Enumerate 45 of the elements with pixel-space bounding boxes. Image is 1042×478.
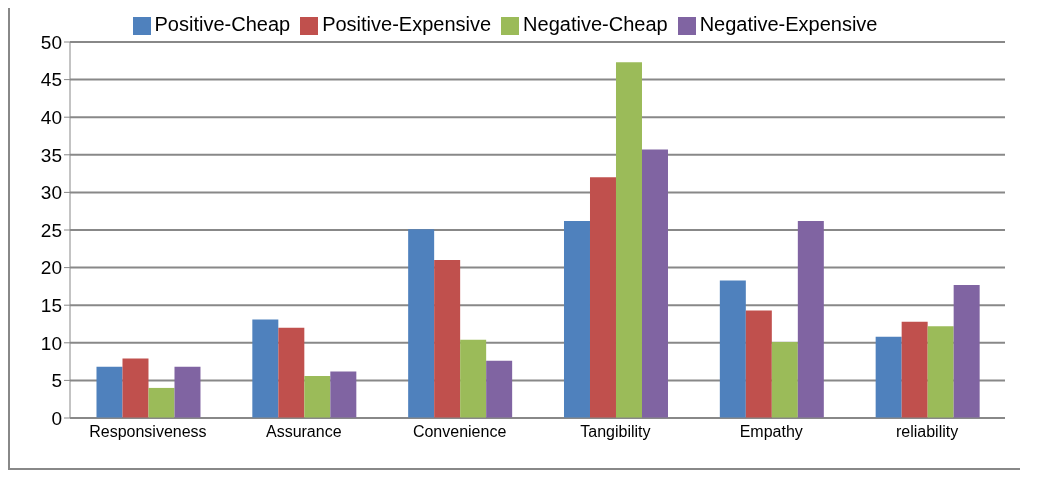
- bar: [460, 339, 487, 418]
- y-tick-label: 40: [40, 106, 62, 128]
- y-tick-label: 25: [40, 219, 62, 241]
- bar: [901, 321, 928, 418]
- y-tick-label: 15: [40, 294, 62, 316]
- bar: [797, 220, 824, 418]
- y-tick-label: 20: [40, 257, 62, 279]
- bar: [641, 149, 668, 418]
- legend-label: Negative-Cheap: [523, 13, 668, 35]
- bar: [875, 336, 902, 418]
- y-tick-label: 10: [40, 332, 62, 354]
- bar: [719, 280, 746, 418]
- bar: [434, 260, 461, 418]
- x-tick-label: reliability: [895, 423, 959, 441]
- y-tick-label: 50: [40, 31, 62, 53]
- y-tick-label: 5: [51, 370, 62, 392]
- y-tick-label: 0: [51, 407, 62, 429]
- legend-label: Positive-Cheap: [154, 13, 291, 35]
- x-tick-label: Convenience: [412, 423, 507, 441]
- legend-label: Negative-Expensive: [699, 13, 878, 35]
- bar: [330, 371, 357, 418]
- bar: [563, 220, 590, 418]
- bar: [927, 326, 954, 418]
- bar: [278, 327, 305, 418]
- x-tick-label: Empathy: [739, 423, 803, 441]
- bar: [148, 387, 175, 418]
- y-tick-label: 45: [40, 69, 62, 91]
- bar: [953, 284, 980, 418]
- x-tick-label: Tangibility: [580, 423, 651, 441]
- bar: [122, 358, 149, 418]
- bar: [486, 360, 513, 418]
- bar: [615, 62, 642, 418]
- legend-label: Positive-Expensive: [322, 13, 492, 35]
- bar: [589, 177, 616, 418]
- bar: [745, 310, 772, 418]
- bar: [408, 229, 435, 418]
- y-tick-label: 35: [40, 144, 62, 166]
- x-tick-label: Assurance: [265, 423, 342, 441]
- bar: [771, 342, 798, 418]
- bar: [96, 366, 123, 418]
- bar: [252, 319, 279, 418]
- bar: [174, 366, 201, 418]
- y-tick-label: 30: [40, 182, 62, 204]
- x-tick-label: Responsiveness: [89, 423, 207, 441]
- bar: [304, 375, 331, 418]
